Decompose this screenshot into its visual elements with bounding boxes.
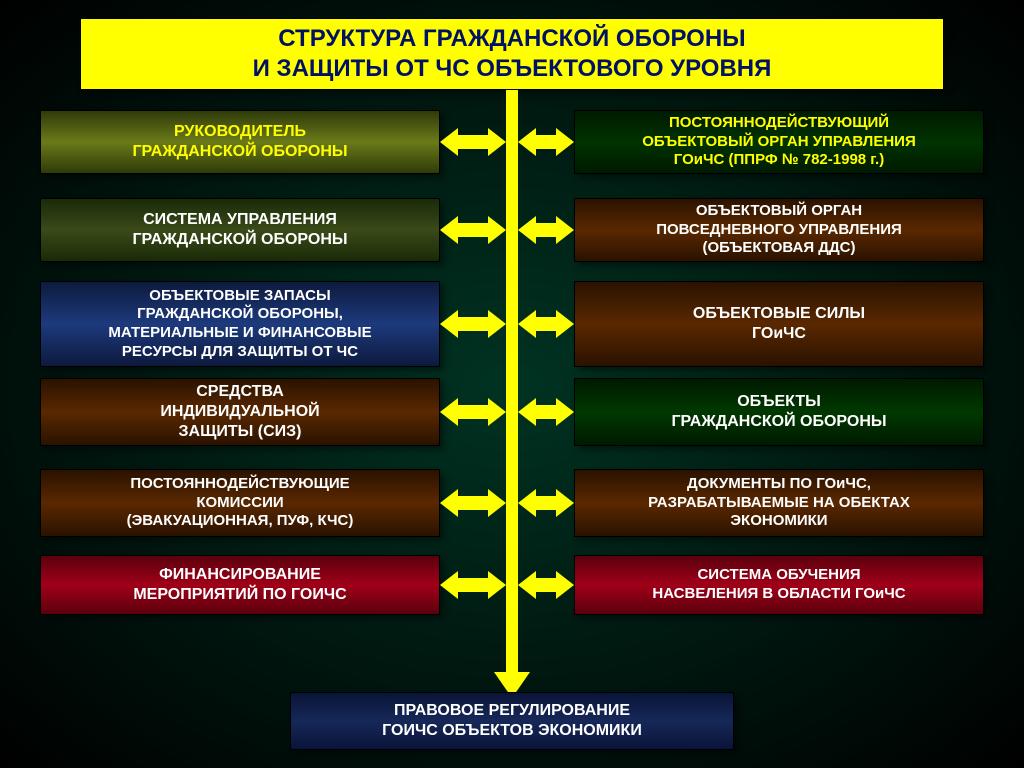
arrow-right-0-head-left [518, 128, 536, 156]
left-box-5-label: ФИНАНСИРОВАНИЕ МЕРОПРИЯТИЙ ПО ГОИЧС [133, 565, 346, 605]
spine-line [506, 90, 518, 678]
diagram-canvas: СТРУКТУРА ГРАЖДАНСКОЙ ОБОРОНЫ И ЗАЩИТЫ ОТ… [0, 0, 1024, 768]
right-box-3-label: ОБЪЕКТЫ ГРАЖДАНСКОЙ ОБОРОНЫ [671, 392, 886, 432]
right-box-3: ОБЪЕКТЫ ГРАЖДАНСКОЙ ОБОРОНЫ [574, 378, 984, 446]
left-box-3-label: СРЕДСТВА ИНДИВИДУАЛЬНОЙ ЗАЩИТЫ (СИЗ) [160, 382, 319, 442]
arrow-left-4-head-right [488, 489, 506, 517]
arrow-right-4-head-right [556, 489, 574, 517]
arrow-left-2-head-left [440, 310, 458, 338]
arrow-right-1-head-left [518, 216, 536, 244]
arrow-left-0-head-right [488, 128, 506, 156]
arrow-left-4-stem [454, 496, 492, 510]
bottom-box-label: ПРАВОВОЕ РЕГУЛИРОВАНИЕ ГОИЧС ОБЪЕКТОВ ЭК… [382, 701, 642, 741]
arrow-right-5-head-right [556, 571, 574, 599]
arrow-left-5-head-right [488, 571, 506, 599]
arrow-right-2-head-right [556, 310, 574, 338]
title-line1: СТРУКТУРА ГРАЖДАНСКОЙ ОБОРОНЫ [278, 25, 745, 52]
left-box-0-label: РУКОВОДИТЕЛЬ ГРАЖДАНСКОЙ ОБОРОНЫ [132, 122, 347, 162]
arrow-right-1-head-right [556, 216, 574, 244]
arrow-right-3-head-left [518, 398, 536, 426]
arrow-left-1-stem [454, 223, 492, 237]
left-box-3: СРЕДСТВА ИНДИВИДУАЛЬНОЙ ЗАЩИТЫ (СИЗ) [40, 378, 440, 446]
right-box-1-label: ОБЪЕКТОВЫЙ ОРГАН ПОВСЕДНЕВНОГО УПРАВЛЕНИ… [656, 202, 902, 258]
arrow-left-3-stem [454, 405, 492, 419]
arrow-left-1-head-right [488, 216, 506, 244]
left-box-4-label: ПОСТОЯННОДЕЙСТВУЮЩИЕ КОМИССИИ (ЭВАКУАЦИО… [127, 475, 354, 531]
right-box-0-label: ПОСТОЯННОДЕЙСТВУЮЩИЙ ОБЪЕКТОВЫЙ ОРГАН УП… [642, 114, 915, 170]
left-box-0: РУКОВОДИТЕЛЬ ГРАЖДАНСКОЙ ОБОРОНЫ [40, 110, 440, 174]
right-box-4: ДОКУМЕНТЫ ПО ГОиЧС, РАЗРАБАТЫВАЕМЫЕ НА О… [574, 469, 984, 537]
right-box-2: ОБЪЕКТОВЫЕ СИЛЫ ГОиЧС [574, 281, 984, 367]
left-box-2: ОБЪЕКТОВЫЕ ЗАПАСЫ ГРАЖДАНСКОЙ ОБОРОНЫ, М… [40, 281, 440, 367]
bottom-box: ПРАВОВОЕ РЕГУЛИРОВАНИЕ ГОИЧС ОБЪЕКТОВ ЭК… [290, 692, 734, 750]
arrow-left-3-head-right [488, 398, 506, 426]
right-box-5: СИСТЕМА ОБУЧЕНИЯ НАСВЕЛЕНИЯ В ОБЛАСТИ ГО… [574, 555, 984, 615]
left-box-5: ФИНАНСИРОВАНИЕ МЕРОПРИЯТИЙ ПО ГОИЧС [40, 555, 440, 615]
arrow-left-3-head-left [440, 398, 458, 426]
arrow-left-5-stem [454, 578, 492, 592]
right-box-1: ОБЪЕКТОВЫЙ ОРГАН ПОВСЕДНЕВНОГО УПРАВЛЕНИ… [574, 198, 984, 262]
arrow-left-0-stem [454, 135, 492, 149]
right-box-5-label: СИСТЕМА ОБУЧЕНИЯ НАСВЕЛЕНИЯ В ОБЛАСТИ ГО… [652, 566, 905, 604]
arrow-left-2-head-right [488, 310, 506, 338]
arrow-right-3-head-right [556, 398, 574, 426]
right-box-2-label: ОБЪЕКТОВЫЕ СИЛЫ ГОиЧС [693, 304, 865, 344]
title-box: СТРУКТУРА ГРАЖДАНСКОЙ ОБОРОНЫ И ЗАЩИТЫ ОТ… [80, 18, 944, 90]
arrow-left-4-head-left [440, 489, 458, 517]
left-box-4: ПОСТОЯННОДЕЙСТВУЮЩИЕ КОМИССИИ (ЭВАКУАЦИО… [40, 469, 440, 537]
arrow-left-2-stem [454, 317, 492, 331]
right-box-4-label: ДОКУМЕНТЫ ПО ГОиЧС, РАЗРАБАТЫВАЕМЫЕ НА О… [648, 475, 910, 531]
arrow-left-1-head-left [440, 216, 458, 244]
left-box-1: СИСТЕМА УПРАВЛЕНИЯ ГРАЖДАНСКОЙ ОБОРОНЫ [40, 198, 440, 262]
arrow-right-2-head-left [518, 310, 536, 338]
arrow-left-5-head-left [440, 571, 458, 599]
arrow-right-4-head-left [518, 489, 536, 517]
left-box-2-label: ОБЪЕКТОВЫЕ ЗАПАСЫ ГРАЖДАНСКОЙ ОБОРОНЫ, М… [108, 287, 371, 362]
arrow-left-0-head-left [440, 128, 458, 156]
arrow-right-5-head-left [518, 571, 536, 599]
title-line2: И ЗАЩИТЫ ОТ ЧС ОБЪЕКТОВОГО УРОВНЯ [253, 55, 772, 82]
left-box-1-label: СИСТЕМА УПРАВЛЕНИЯ ГРАЖДАНСКОЙ ОБОРОНЫ [132, 210, 347, 250]
right-box-0: ПОСТОЯННОДЕЙСТВУЮЩИЙ ОБЪЕКТОВЫЙ ОРГАН УП… [574, 110, 984, 174]
arrow-right-0-head-right [556, 128, 574, 156]
